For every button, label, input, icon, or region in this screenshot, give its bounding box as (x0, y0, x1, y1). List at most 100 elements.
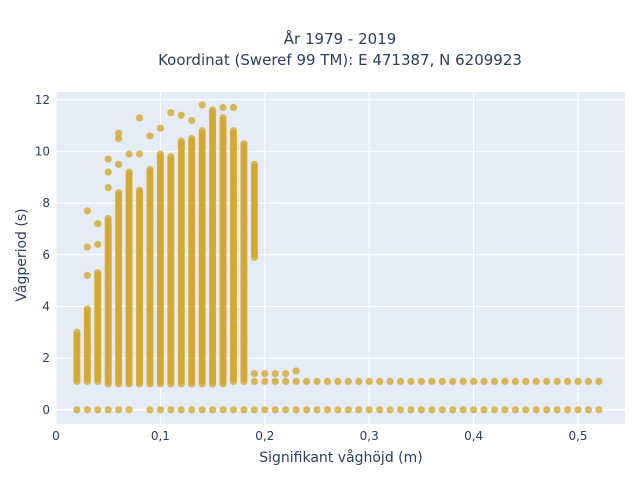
data-point (250, 406, 258, 414)
data-point (428, 377, 436, 385)
data-point (396, 406, 405, 414)
data-point (292, 406, 300, 414)
data-point (229, 127, 238, 135)
data-point (94, 220, 102, 228)
data-point (543, 377, 551, 385)
x-axis-label: Signifikant våghöjd (m) (259, 449, 422, 466)
data-point (73, 328, 81, 336)
data-point (480, 377, 488, 385)
data-point (240, 140, 248, 148)
data-point (323, 377, 332, 385)
data-point (584, 406, 593, 414)
data-point (438, 406, 446, 414)
data-point (198, 127, 206, 135)
data-point (376, 377, 384, 385)
data-point (219, 103, 227, 112)
data-point (104, 155, 112, 163)
data-point (135, 186, 144, 194)
data-point (376, 406, 384, 414)
data-point (522, 377, 530, 385)
data-point (553, 377, 561, 385)
data-point (292, 377, 300, 385)
data-point (104, 168, 112, 176)
data-point (470, 377, 478, 385)
data-point (386, 377, 394, 385)
x-tick-label: 0,5 (568, 429, 587, 443)
data-point (104, 183, 112, 192)
data-point (313, 377, 321, 385)
chart-title-line-1: År 1979 - 2019 (283, 30, 397, 48)
data-point (125, 150, 133, 158)
data-point (553, 406, 561, 414)
data-point (177, 406, 185, 414)
y-tick-label: 6 (42, 248, 50, 262)
data-point (470, 406, 478, 414)
data-point (261, 370, 269, 378)
data-point (344, 406, 352, 414)
data-point (323, 406, 332, 414)
data-point (282, 377, 290, 385)
data-point (522, 406, 530, 414)
data-point (407, 377, 415, 385)
y-tick-label: 4 (42, 299, 50, 313)
data-point (135, 150, 144, 158)
data-point (417, 377, 426, 385)
data-point (167, 406, 175, 414)
data-point (125, 406, 133, 414)
data-point (543, 406, 551, 414)
data-point (313, 406, 321, 414)
data-point (365, 377, 373, 385)
data-point (334, 406, 342, 414)
data-point (219, 406, 227, 414)
data-point (250, 160, 258, 168)
data-point (115, 406, 123, 414)
data-point (229, 103, 238, 112)
y-tick-label: 8 (42, 196, 50, 210)
data-point (386, 406, 394, 414)
data-point (94, 240, 102, 249)
data-point (271, 406, 279, 414)
data-point (584, 377, 593, 385)
data-point (532, 406, 540, 414)
data-point (532, 377, 540, 385)
data-point (156, 150, 165, 158)
data-point (250, 370, 258, 378)
x-tick-label: 0,3 (360, 429, 379, 443)
data-point (209, 106, 217, 114)
data-point (156, 406, 165, 414)
data-point (188, 116, 196, 125)
data-point (188, 134, 196, 143)
data-point (271, 370, 279, 378)
data-point (449, 406, 457, 414)
data-point (115, 160, 123, 168)
data-point (396, 377, 405, 385)
x-tick-label: 0,1 (151, 429, 170, 443)
y-tick-label: 2 (42, 351, 50, 365)
data-point (94, 406, 102, 414)
data-point (501, 406, 509, 414)
x-tick-labels: 0 0,1 0,2 0,3 0,4 0,5 (52, 429, 587, 443)
data-point (355, 406, 363, 414)
data-point (94, 269, 102, 277)
data-point (438, 377, 446, 385)
data-point (115, 129, 123, 137)
x-tick-label: 0,2 (255, 429, 274, 443)
data-point (209, 406, 217, 414)
data-point (104, 214, 112, 223)
data-point (177, 111, 185, 119)
data-point (125, 168, 133, 176)
data-point (428, 406, 436, 414)
data-point (219, 114, 227, 122)
data-point (574, 406, 582, 414)
data-point (115, 134, 123, 143)
data-point (501, 377, 509, 385)
data-point (365, 406, 373, 414)
data-point (595, 377, 603, 385)
data-point (146, 406, 154, 414)
data-point (282, 406, 290, 414)
data-point (271, 377, 279, 385)
data-point (167, 152, 175, 161)
data-point (344, 377, 352, 385)
data-point (563, 377, 572, 385)
